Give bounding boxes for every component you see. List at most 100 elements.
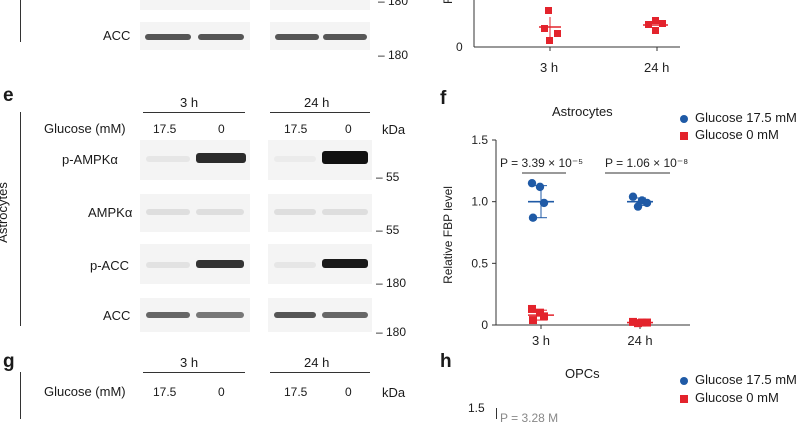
f-data-point-circle: [628, 192, 638, 201]
g-time-24h: 24 h: [304, 355, 330, 370]
e-band-p-acc-4: [322, 259, 368, 268]
legend-square-icon: [680, 394, 688, 403]
e-band-p-ampk-4: [322, 151, 368, 164]
top-acc-band-3: [275, 34, 319, 40]
top-chart-cat-3h: 3 h: [540, 60, 558, 75]
top-acc-band-4: [323, 34, 367, 40]
e-marker-55-b: – 55: [376, 223, 400, 237]
f-pvalue-3h: P = 3.39 × 10⁻⁵: [500, 156, 583, 170]
g-kda-label: kDa: [382, 385, 406, 400]
h-pvalue-fragment: P = 3.28 M: [500, 411, 559, 425]
e-side-label: Astrocytes: [0, 182, 10, 243]
top-red-point: [545, 7, 552, 14]
f-data-point-circle: [539, 198, 549, 208]
top-chart-cat-24h: 24 h: [644, 60, 669, 75]
e-band-p-acc-1: [146, 262, 190, 268]
f-legend-0-text: Glucose 0 mM: [695, 127, 779, 142]
h-legend-17-5: Glucose 17.5 mM: [680, 372, 797, 387]
e-conc-0-b: 0: [345, 122, 352, 136]
e-side-bracket: [20, 112, 21, 326]
f-ytick-label: 1.5: [471, 133, 488, 147]
panel-e-label: e: [3, 85, 14, 106]
e-band-ampk-2: [196, 209, 244, 215]
top-chart-ytick-0: 0: [456, 40, 463, 54]
f-legend-0: Glucose 0 mM: [680, 127, 779, 142]
g-conc-17-5-b: 17.5: [284, 385, 308, 399]
f-data-point-circle: [527, 178, 537, 188]
f-data-point-circle: [642, 198, 652, 208]
e-band-p-acc-3: [274, 262, 316, 268]
top-red-point: [659, 20, 666, 27]
f-xtick-label: 3 h: [532, 333, 550, 348]
chart-f: Relative FBP level 0 0.5 1.0 1.5 3 h 24 h P …: [441, 133, 690, 348]
h-chart-title: OPCs: [565, 366, 600, 381]
top-chart-ylabel-fragment: R: [441, 0, 455, 4]
top-right-chart: R 0 3 h 24 h: [441, 0, 680, 75]
h-legend-0-text: Glucose 0 mM: [695, 390, 779, 405]
h-legend-17-5-text: Glucose 17.5 mM: [695, 372, 797, 387]
f-data-point-square: [634, 319, 642, 328]
g-conc-17-5-a: 17.5: [153, 385, 177, 399]
e-time-3h: 3 h: [180, 95, 199, 110]
f-data-point-square: [528, 304, 536, 313]
top-acc-band-2: [198, 34, 244, 40]
top-red-point: [554, 30, 561, 37]
g-time-3h: 3 h: [180, 355, 199, 370]
legend-circle-icon: [680, 376, 688, 385]
f-ylabel: Relative FBP level: [441, 186, 455, 284]
g-conc-0-b: 0: [345, 385, 352, 399]
e-marker-180-a: – 180: [376, 276, 407, 290]
f-xtick-label: 24 h: [627, 333, 652, 348]
h-ytick-1-5: 1.5: [468, 401, 485, 415]
e-band-ampk-3: [274, 209, 316, 215]
e-time-24h-line: [270, 112, 370, 113]
f-pvalue-24h: P = 1.06 × 10⁻⁸: [605, 156, 688, 170]
g-time-3h-line: [143, 372, 245, 373]
legend-circle-icon: [680, 114, 688, 123]
g-time-24h-line: [270, 372, 370, 373]
top-left-bracket: [20, 0, 21, 42]
e-band-acc-2: [196, 312, 244, 318]
top-marker-180-a: – 180: [378, 0, 409, 8]
f-data-point-circle: [528, 213, 538, 222]
e-band-acc-4: [322, 312, 368, 318]
e-row-label-ampk: AMPKα: [88, 205, 133, 220]
e-row-label-p-ampk: p-AMPKα: [62, 152, 118, 167]
g-glucose-label: Glucose (mM): [44, 384, 126, 399]
e-band-p-ampk-1: [146, 156, 190, 162]
f-legend-17-5-text: Glucose 17.5 mM: [695, 110, 797, 125]
panel-h-label: h: [440, 351, 452, 372]
e-band-acc-1: [146, 312, 190, 318]
f-data-point-square: [629, 317, 637, 326]
e-conc-17-5-b: 17.5: [284, 122, 308, 136]
f-data-point-square: [643, 318, 651, 327]
e-band-p-ampk-2: [196, 153, 246, 163]
e-band-ampk-1: [146, 209, 190, 215]
e-kda-label: kDa: [382, 122, 406, 137]
f-data-point-circle: [633, 202, 643, 211]
e-marker-180-b: – 180: [376, 325, 407, 339]
e-time-3h-line: [143, 112, 245, 113]
f-ytick-label: 1.0: [471, 195, 488, 209]
f-ytick-label: 0: [481, 318, 488, 332]
panel-f-label: f: [440, 88, 447, 109]
top-red-point: [541, 25, 548, 32]
e-marker-55-a: – 55: [376, 170, 400, 184]
e-conc-17-5-a: 17.5: [153, 122, 177, 136]
e-time-24h: 24 h: [304, 95, 330, 110]
top-blot-strip-a: [140, 0, 250, 10]
panel-g-label: g: [3, 351, 15, 372]
top-red-point: [652, 27, 659, 34]
f-data-point-circle: [535, 182, 545, 192]
f-data-point-square: [529, 316, 537, 325]
e-conc-0-a: 0: [218, 122, 225, 136]
top-red-point: [652, 17, 659, 24]
top-red-point: [546, 37, 553, 44]
top-marker-180-b: – 180: [378, 48, 409, 62]
e-band-p-acc-2: [196, 260, 244, 268]
e-band-p-ampk-3: [274, 156, 316, 162]
top-blot-strip-b: [270, 0, 370, 10]
f-ytick-label: 0.5: [471, 256, 488, 270]
h-legend-0: Glucose 0 mM: [680, 390, 779, 405]
e-row-label-acc: ACC: [103, 308, 131, 323]
